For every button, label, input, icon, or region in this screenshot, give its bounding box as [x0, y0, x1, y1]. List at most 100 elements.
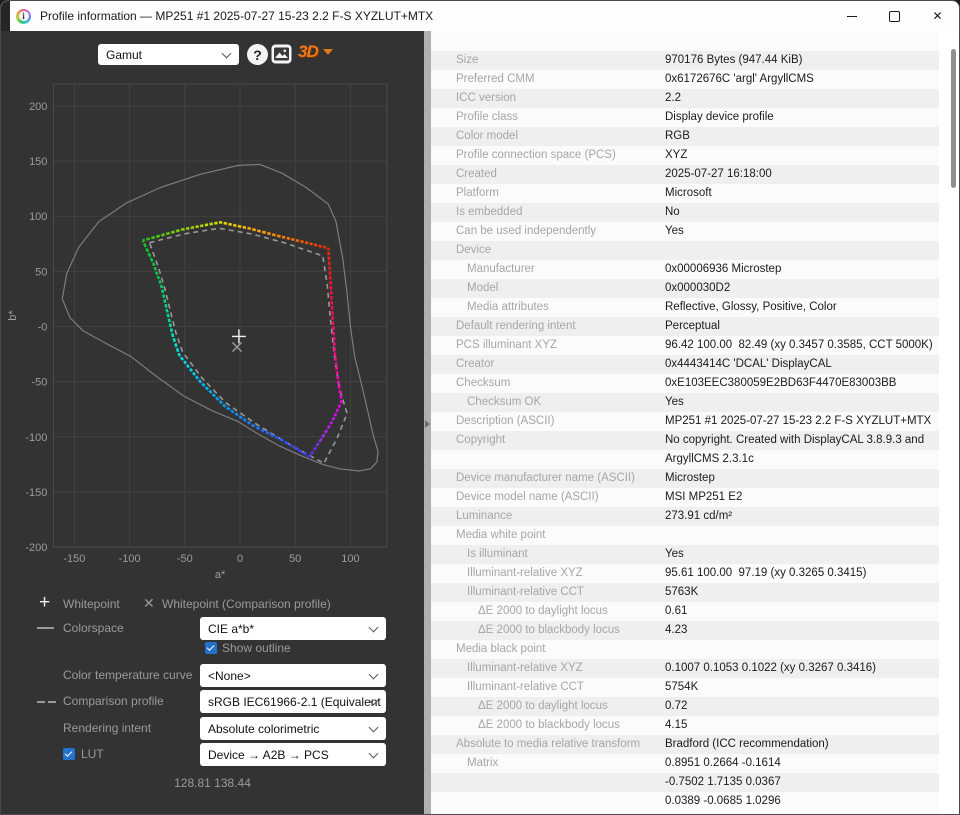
table-row[interactable]: Illuminant-relative CCT 5763K	[431, 583, 939, 602]
svg-text:a*: a*	[215, 569, 226, 581]
property-value: 0.0389 -0.0685 1.0296	[665, 795, 781, 807]
table-row[interactable]: Preferred CMM0x6172676C 'argl' ArgyllCMS	[431, 70, 939, 89]
table-row[interactable]: Luminance273.91 cd/m²	[431, 507, 939, 526]
property-value: Microsoft	[665, 187, 712, 199]
property-value: XYZ	[665, 149, 687, 161]
view-mode-select[interactable]: Gamut	[98, 44, 239, 65]
scrollbar-thumb[interactable]	[951, 49, 956, 188]
splitter-collapse-arrow-icon	[425, 420, 430, 428]
minimize-icon	[847, 16, 857, 17]
property-value: 5763K	[665, 586, 698, 598]
table-row[interactable]: ΔE 2000 to blackbody locus4.15	[431, 716, 939, 735]
close-icon: ✕	[932, 10, 942, 22]
table-row[interactable]: Device model name (ASCII)MSI MP251 E2	[431, 488, 939, 507]
table-row[interactable]: Color modelRGB	[431, 127, 939, 146]
table-row[interactable]: PlatformMicrosoft	[431, 184, 939, 203]
vertical-scrollbar[interactable]	[939, 31, 959, 815]
table-row[interactable]: Checksum0xE103EEC380059E2BD63F4470E83003…	[431, 374, 939, 393]
table-row[interactable]: ΔE 2000 to blackbody locus 4.23	[431, 621, 939, 640]
property-value: 0.61	[665, 605, 687, 617]
table-row[interactable]: Device manufacturer name (ASCII)Microste…	[431, 469, 939, 488]
property-label: Default rendering intent	[456, 320, 576, 332]
titlebar: i Profile information — MP251 #1 2025-07…	[1, 1, 959, 31]
table-row[interactable]: Size970176 Bytes (947.44 KiB)	[431, 51, 939, 70]
chevron-down-icon	[323, 49, 333, 55]
svg-text:-150: -150	[63, 553, 85, 565]
property-value: 0x000030D2	[665, 282, 730, 294]
property-label: Is embedded	[456, 206, 523, 218]
color-temperature-curve-select[interactable]: <None>	[200, 664, 386, 687]
property-label: Device manufacturer name (ASCII)	[456, 472, 635, 484]
panel-splitter[interactable]	[424, 31, 431, 815]
table-row[interactable]: Profile classDisplay device profile	[431, 108, 939, 127]
table-row[interactable]: 0.0389 -0.0685 1.0296	[431, 792, 939, 811]
table-row[interactable]: Can be used independentlyYes	[431, 222, 939, 241]
comparison-profile-select[interactable]: sRGB IEC61966-2.1 (Equivalent	[200, 690, 386, 713]
table-row[interactable]: Manufacturer0x00006936 Microstep	[431, 260, 939, 279]
table-row[interactable]: ΔE 2000 to daylight locus0.72	[431, 697, 939, 716]
table-row[interactable]: -0.7502 1.7135 0.0367	[431, 773, 939, 792]
property-label: ΔE 2000 to blackbody locus	[478, 624, 620, 636]
gamut-plot[interactable]: 20015010050-0-50-100-150-200-150-100-500…	[1, 71, 424, 586]
colorspace-select[interactable]: CIE a*b*	[200, 617, 386, 640]
lut-checkbox[interactable]	[63, 748, 75, 760]
table-row[interactable]: Is embedded No	[431, 203, 939, 222]
table-row[interactable]: Is illuminantYes	[431, 545, 939, 564]
table-row[interactable]: Illuminant-relative XYZ95.61 100.00 97.1…	[431, 564, 939, 583]
property-value: 0.1007 0.1053 0.1022 (xy 0.3267 0.3416)	[665, 662, 876, 674]
property-label: Preferred CMM	[456, 73, 535, 85]
maximize-button[interactable]	[873, 1, 916, 31]
property-label: ΔE 2000 to daylight locus	[478, 605, 608, 617]
table-row[interactable]: Profile connection space (PCS)XYZ	[431, 146, 939, 165]
rendering-intent-select[interactable]: Absolute colorimetric	[200, 717, 386, 740]
table-row[interactable]: ΔE 2000 to daylight locus 0.61	[431, 602, 939, 621]
table-row[interactable]: Absolute to media relative transformBrad…	[431, 735, 939, 754]
minimize-button[interactable]	[830, 1, 873, 31]
table-row[interactable]: PCS illuminant XYZ96.42 100.00 82.49 (xy…	[431, 336, 939, 355]
close-button[interactable]: ✕	[916, 1, 959, 31]
property-value: 4.15	[665, 719, 687, 731]
table-row[interactable]: Created2025-07-27 16:18:00	[431, 165, 939, 184]
picture-icon	[271, 44, 292, 64]
table-row[interactable]: Media attributesReflective, Glossy, Posi…	[431, 298, 939, 317]
property-value: -0.7502 1.7135 0.0367	[665, 776, 781, 788]
plot-panel: Gamut ? 3D 20015010050-0-50-100-150-200-…	[1, 31, 424, 815]
svg-text:-150: -150	[25, 487, 47, 499]
table-row[interactable]: Checksum OKYes	[431, 393, 939, 412]
property-value: No	[665, 206, 680, 218]
titlebar-left-edge	[1, 1, 10, 31]
property-value: 970176 Bytes (947.44 KiB)	[665, 54, 802, 66]
table-row[interactable]: Media white point	[431, 526, 939, 545]
property-label: Luminance	[456, 510, 512, 522]
threed-view-button[interactable]: 3D	[298, 42, 333, 62]
table-row[interactable]: CopyrightNo copyright. Created with Disp…	[431, 431, 939, 450]
show-outline-label: Show outline	[222, 641, 291, 655]
property-label: Creator	[456, 358, 494, 370]
table-row[interactable]: Description (ASCII)MP251 #1 2025-07-27 1…	[431, 412, 939, 431]
property-label: Illuminant-relative CCT	[467, 586, 584, 598]
table-row[interactable]: Device	[431, 241, 939, 260]
table-row[interactable]: Illuminant-relative CCT5754K	[431, 678, 939, 697]
table-row[interactable]: Matrix0.8951 0.2664 -0.1614	[431, 754, 939, 773]
table-row[interactable]: Model0x000030D2	[431, 279, 939, 298]
property-label: Description (ASCII)	[456, 415, 554, 427]
table-row[interactable]: ArgyllCMS 2.3.1c	[431, 450, 939, 469]
table-row[interactable]: ICC version2.2	[431, 89, 939, 108]
property-value: 2.2	[665, 92, 681, 104]
help-button[interactable]: ?	[247, 44, 268, 65]
table-row[interactable]: Default rendering intentPerceptual	[431, 317, 939, 336]
view-mode-value: Gamut	[106, 48, 142, 62]
property-value: 0xE103EEC380059E2BD63F4470E83003BB	[665, 377, 896, 389]
window-controls: ✕	[830, 1, 959, 31]
snapshot-button[interactable]	[271, 44, 292, 64]
table-row[interactable]: Illuminant-relative XYZ0.1007 0.1053 0.1…	[431, 659, 939, 678]
property-value: Bradford (ICC recommendation)	[665, 738, 829, 750]
lut-direction-select[interactable]: Device → A2B → PCS	[200, 743, 386, 766]
show-outline-checkbox[interactable]	[205, 642, 217, 654]
table-row[interactable]: Media black point	[431, 640, 939, 659]
property-value: Yes	[665, 548, 684, 560]
property-value: 0.8951 0.2664 -0.1614	[665, 757, 781, 769]
property-value: MSI MP251 E2	[665, 491, 742, 503]
property-value: 4.23	[665, 624, 687, 636]
table-row[interactable]: Creator0x4443414C 'DCAL' DisplayCAL	[431, 355, 939, 374]
